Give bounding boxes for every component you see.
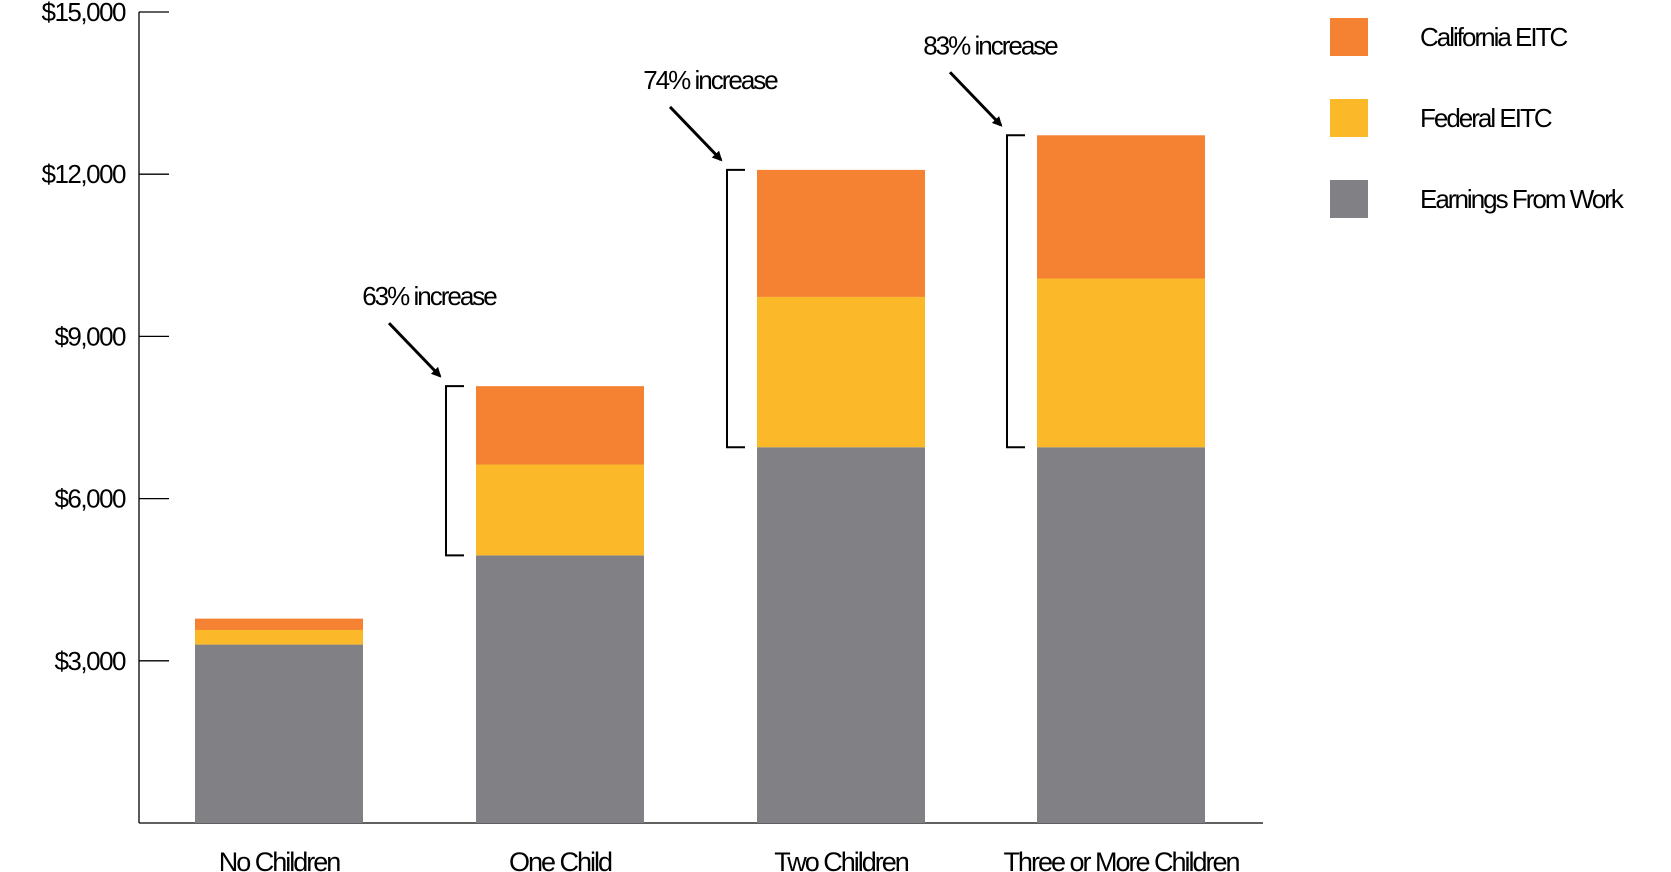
y-tick-label: $12,000: [42, 159, 127, 189]
bar-segment: [195, 629, 363, 645]
y-tick-label: $6,000: [54, 484, 126, 514]
bar-segment: [1037, 135, 1205, 279]
increase-label: 63% increase: [362, 281, 497, 311]
legend-label: Earnings From Work: [1420, 184, 1625, 214]
bar-segment: [757, 447, 925, 823]
bar-segment: [1037, 447, 1205, 823]
x-category-label: Two Children: [774, 847, 909, 872]
annotation-arrow: [387, 322, 442, 378]
bar-segment: [195, 618, 363, 630]
increase-bracket: [726, 168, 745, 449]
increase-label: 74% increase: [643, 65, 778, 95]
legend-swatch: [1330, 99, 1368, 137]
annotation-arrow: [948, 71, 1003, 127]
y-tick-label: $15,000: [42, 0, 127, 27]
axes: $3,000 $6,000 $9,000 $12,000 $15,000 No Child…: [42, 0, 1263, 872]
x-category-label: No Children: [219, 847, 341, 872]
annotation-arrow: [668, 105, 723, 162]
x-category-label: One Child: [509, 847, 612, 872]
bar-segment: [476, 555, 644, 823]
bar-segment: [1037, 278, 1205, 448]
increase-bracket: [445, 385, 464, 557]
legend-swatch: [1330, 180, 1368, 218]
legend-label: California EITC: [1420, 22, 1567, 52]
increase-label: 83% increase: [923, 30, 1058, 60]
legend-swatch: [1330, 18, 1368, 56]
legend: California EITC Federal EITC Earnings From…: [1330, 18, 1627, 218]
bar-segment: [757, 169, 925, 297]
annotations: 63% increase 74% increase 83% increase: [362, 30, 1060, 557]
y-tick-label: $9,000: [54, 321, 126, 351]
bar-segment: [195, 644, 363, 823]
legend-label: Federal EITC: [1420, 103, 1552, 133]
bar-segment: [757, 296, 925, 448]
x-category-label: Three or More Children: [1003, 847, 1239, 872]
increase-bracket: [1006, 134, 1025, 449]
y-tick-label: $3,000: [54, 646, 126, 676]
bar-segment: [476, 464, 644, 556]
bars: [195, 135, 1205, 823]
bar-segment: [476, 386, 644, 465]
